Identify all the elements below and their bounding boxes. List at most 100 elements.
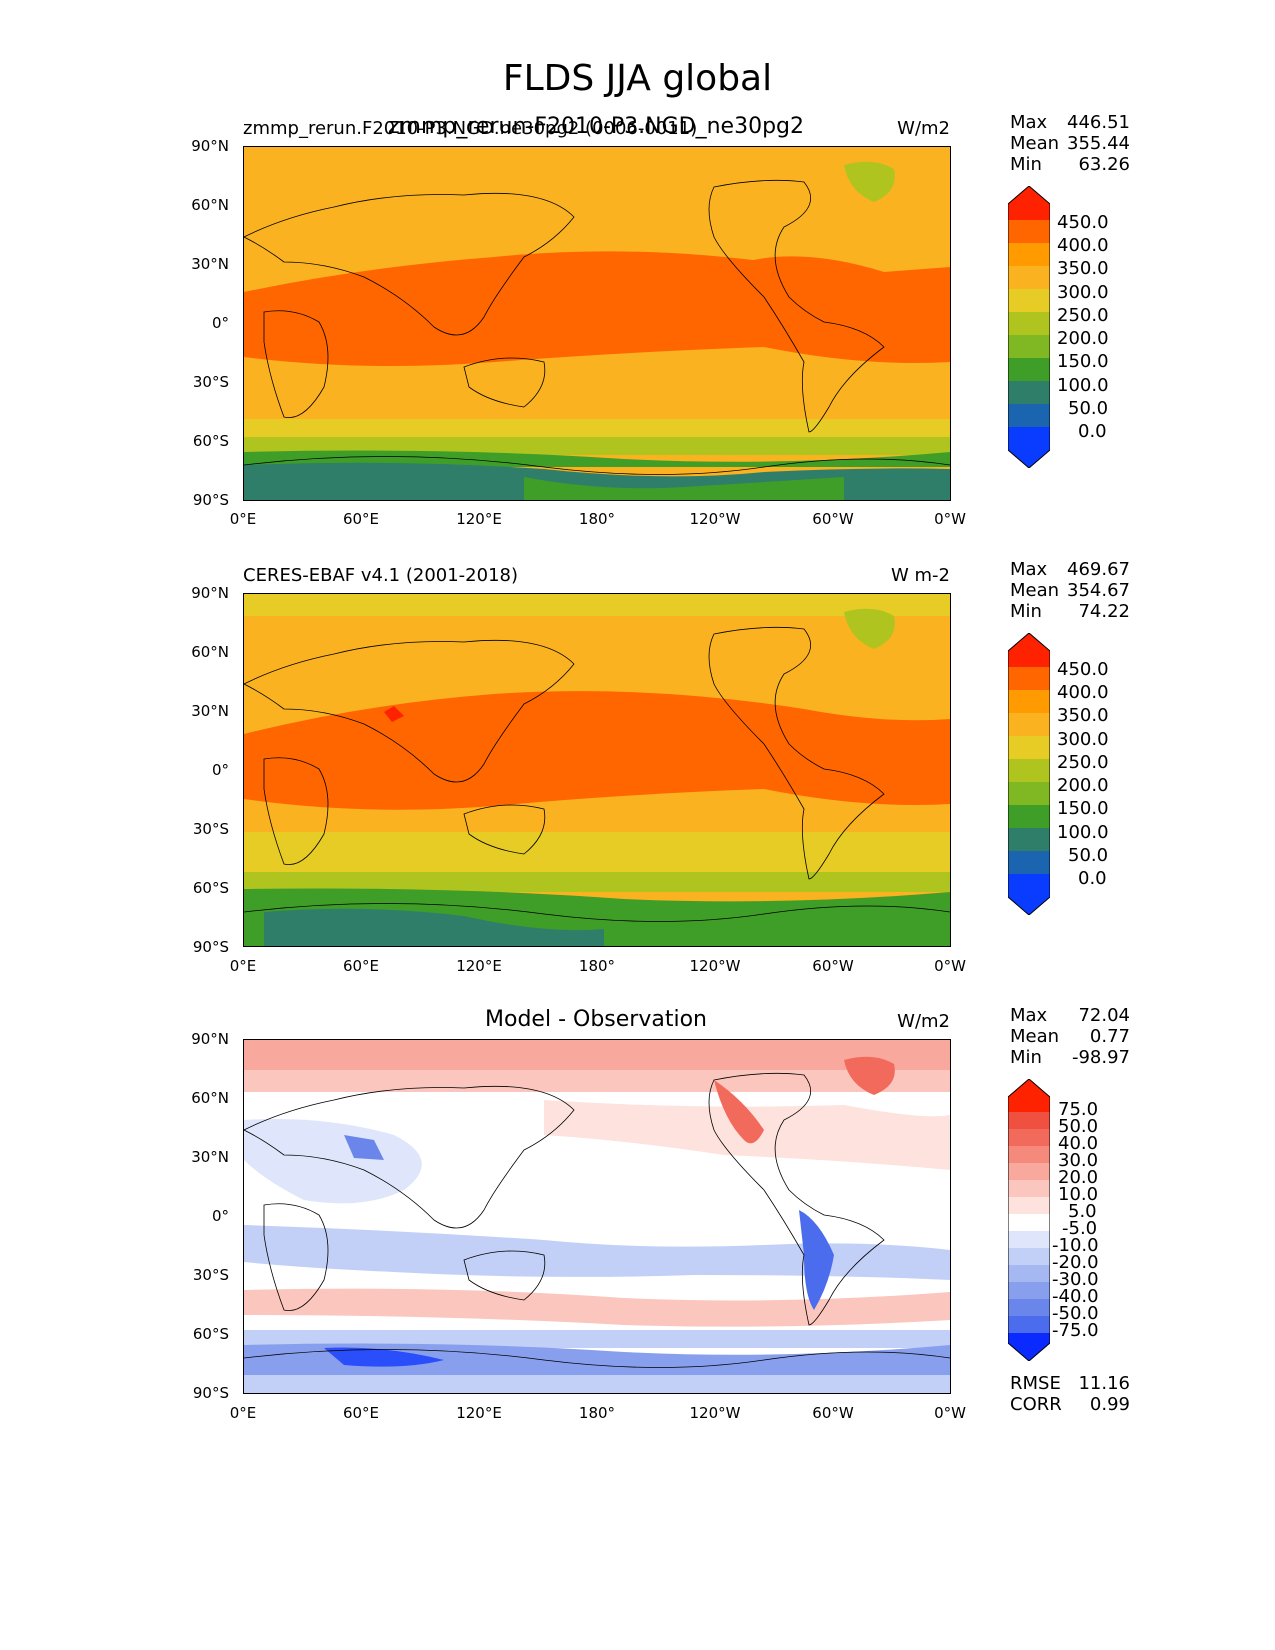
lon-tick: 60°E xyxy=(342,1404,380,1422)
colorbar-label: 30.0 xyxy=(1058,1150,1099,1171)
colorbar-label: 100.0 xyxy=(1057,822,1109,843)
lon-tick: 180° xyxy=(578,510,616,528)
lat-tick: 60°S xyxy=(192,879,229,897)
colorbar-label: 150.0 xyxy=(1057,351,1109,372)
lat-tick: 60°S xyxy=(192,432,229,450)
lon-tick: 0°E xyxy=(229,1404,257,1422)
colorbar-label: -40.0 xyxy=(1052,1286,1099,1307)
lat-tick: 90°S xyxy=(192,491,229,509)
colorbar-label: 20.0 xyxy=(1058,1167,1099,1188)
rmse-label: RMSE xyxy=(1010,1373,1061,1394)
obs-panel-title: CERES-EBAF v4.1 (2001-2018) xyxy=(243,565,519,586)
max-value: 469.67 xyxy=(1067,559,1130,580)
colorbar-label: 40.0 xyxy=(1058,1133,1099,1154)
colorbar-label: 200.0 xyxy=(1057,328,1109,349)
mean-value: 355.44 xyxy=(1067,133,1130,154)
lat-tick: 30°S xyxy=(192,1266,229,1284)
lon-tick: 180° xyxy=(578,1404,616,1422)
lat-tick: 90°N xyxy=(191,1030,229,1048)
lat-tick: 30°N xyxy=(191,255,229,273)
lon-tick: 0°E xyxy=(229,510,257,528)
lat-tick: 60°N xyxy=(191,1089,229,1107)
lat-tick: 0° xyxy=(211,761,229,779)
lon-tick: 60°W xyxy=(812,510,854,528)
corr-label: CORR xyxy=(1010,1394,1062,1415)
obs-units: W m-2 xyxy=(890,565,950,586)
lon-tick: 180° xyxy=(578,957,616,975)
colorbar-field xyxy=(1008,186,1050,468)
lat-tick: 0° xyxy=(211,314,229,332)
colorbar-label: 350.0 xyxy=(1057,705,1109,726)
lon-tick: 0°W xyxy=(934,510,966,528)
lat-tick: 30°N xyxy=(191,1148,229,1166)
lon-tick: 0°W xyxy=(934,1404,966,1422)
colorbar-label: -20.0 xyxy=(1052,1252,1099,1273)
figure-title: FLDS JJA global xyxy=(502,58,773,99)
mean-value: 0.77 xyxy=(1089,1026,1130,1047)
colorbar-label: -30.0 xyxy=(1052,1269,1099,1290)
model-units: W/m2 xyxy=(897,118,950,139)
max-value: 72.04 xyxy=(1078,1005,1130,1026)
max-label: Max xyxy=(1010,1005,1048,1026)
mean-label: Mean xyxy=(1010,580,1060,601)
lat-tick: 90°N xyxy=(191,584,229,602)
lon-tick: 60°W xyxy=(812,1404,854,1422)
max-label: Max xyxy=(1010,559,1048,580)
max-value: 446.51 xyxy=(1067,112,1130,133)
colorbar-label: 400.0 xyxy=(1057,682,1109,703)
lat-tick: 90°S xyxy=(192,1384,229,1402)
rmse-value: 11.16 xyxy=(1078,1373,1130,1394)
obs-colorbar xyxy=(1008,633,1050,915)
max-label: Max xyxy=(1010,112,1048,133)
colorbar-label: 50.0 xyxy=(1068,845,1109,866)
mean-label: Mean xyxy=(1010,1026,1060,1047)
colorbar-label: 300.0 xyxy=(1057,729,1109,750)
colorbar-label: 400.0 xyxy=(1057,235,1109,256)
model-map xyxy=(243,146,951,501)
mean-value: 354.67 xyxy=(1067,580,1130,601)
model-colorbar xyxy=(1008,186,1050,468)
colorbar-label: -10.0 xyxy=(1052,1235,1099,1256)
lat-tick: 90°S xyxy=(192,938,229,956)
colorbar-label: 75.0 xyxy=(1058,1099,1099,1120)
lon-tick: 60°E xyxy=(342,957,380,975)
diff-panel-title: Model - Observation xyxy=(485,1007,707,1032)
diff-map xyxy=(243,1039,951,1394)
colorbar-label: 100.0 xyxy=(1057,375,1109,396)
colorbar-label: 150.0 xyxy=(1057,798,1109,819)
colorbar-label: 50.0 xyxy=(1068,398,1109,419)
colorbar-label: 450.0 xyxy=(1057,659,1109,680)
lon-tick: 120°W xyxy=(689,1404,741,1422)
colorbar-label: 250.0 xyxy=(1057,305,1109,326)
colorbar-field xyxy=(1008,633,1050,915)
model-panel-overlay-title: zmmp_rerun-F2010-P3.NGD_ne30pg2 xyxy=(387,114,805,139)
lon-tick: 120°E xyxy=(456,957,502,975)
lon-tick: 0°W xyxy=(934,957,966,975)
obs-map xyxy=(243,593,951,947)
colorbar-label: 200.0 xyxy=(1057,775,1109,796)
lon-tick: 60°E xyxy=(342,510,380,528)
diff-colorbar xyxy=(1008,1079,1050,1361)
lon-tick: 120°W xyxy=(689,957,741,975)
mean-label: Mean xyxy=(1010,133,1060,154)
min-value: -98.97 xyxy=(1071,1047,1130,1068)
colorbar-label: 450.0 xyxy=(1057,212,1109,233)
lon-tick: 60°W xyxy=(812,957,854,975)
model-panel-title: zmmp_rerun.F2010-P3.NGD.ne30pg2 (0006-00… xyxy=(243,118,698,139)
colorbar-label: 350.0 xyxy=(1057,258,1109,279)
lon-tick: 120°E xyxy=(456,510,502,528)
lon-tick: 120°W xyxy=(689,510,741,528)
min-label: Min xyxy=(1010,154,1042,175)
lat-tick: 60°N xyxy=(191,196,229,214)
colorbar-label: 0.0 xyxy=(1078,868,1107,889)
colorbar-label: 0.0 xyxy=(1078,421,1107,442)
lon-tick: 0°E xyxy=(229,957,257,975)
colorbar-label: 300.0 xyxy=(1057,282,1109,303)
colorbar-label: -5.0 xyxy=(1062,1218,1098,1239)
colorbar-label: 250.0 xyxy=(1057,752,1109,773)
colorbar-label: 5.0 xyxy=(1068,1201,1097,1222)
colorbar-label: 10.0 xyxy=(1058,1184,1099,1205)
min-value: 74.22 xyxy=(1078,601,1130,622)
min-value: 63.26 xyxy=(1078,154,1130,175)
colorbar-diff xyxy=(1008,1079,1050,1361)
